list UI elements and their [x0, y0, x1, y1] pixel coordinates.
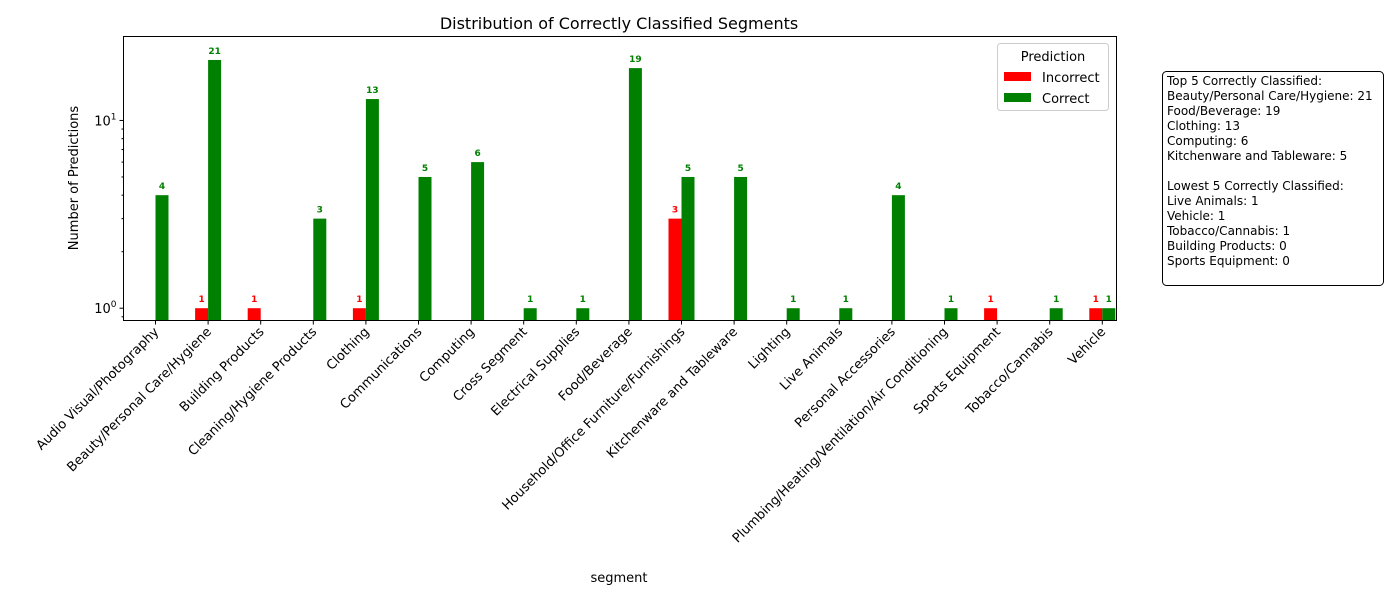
bar-correct-communications: [418, 176, 432, 321]
bar-correct-beauty-personal-care-hygiene: [208, 59, 222, 321]
summary-box: Top 5 Correctly Classified:Beauty/Person…: [1162, 71, 1384, 286]
summary-line-10: Tobacco/Cannabis: 1: [1166, 224, 1290, 238]
x-tick-label-electrical-supplies: Electrical Supplies: [488, 325, 583, 420]
bar-correct-household-office-furniture-furnishings: [681, 176, 695, 321]
data-label-incorrect-sports-equipment: 1: [987, 295, 993, 305]
legend: Prediction Incorrect Correct: [997, 43, 1109, 111]
bar-correct-lighting: [786, 308, 800, 321]
y-tick-label-1: 100: [94, 300, 117, 317]
data-label-correct-beauty-personal-care-hygiene: 21: [208, 47, 221, 57]
data-label-correct-live-animals: 1: [843, 295, 849, 305]
data-label-correct-personal-accessories: 4: [895, 182, 901, 192]
chart-title: Distribution of Correctly Classified Seg…: [440, 14, 798, 33]
summary-line-0: Top 5 Correctly Classified:: [1166, 74, 1322, 88]
bar-incorrect-household-office-furniture-furnishings: [668, 218, 682, 321]
data-label-incorrect-clothing: 1: [356, 295, 362, 305]
bar-correct-cleaning-hygiene-products: [313, 218, 327, 321]
data-label-correct-plumbing-heating-ventilation-air-conditioning: 1: [948, 295, 954, 305]
data-label-correct-kitchenware-and-tableware: 5: [737, 164, 743, 174]
bar-correct-clothing: [365, 99, 379, 321]
bar-correct-cross-segment: [523, 308, 537, 321]
y-axis-label: Number of Predictions: [67, 106, 82, 251]
data-label-correct-communications: 5: [422, 164, 428, 174]
bar-correct-plumbing-heating-ventilation-air-conditioning: [944, 308, 958, 321]
x-tick-label-household-office-furniture-furnishings: Household/Office Furniture/Furnishings: [500, 325, 689, 514]
x-tick-label-vehicle: Vehicle: [1066, 325, 1109, 368]
summary-line-9: Vehicle: 1: [1167, 209, 1225, 223]
summary-line-5: Kitchenware and Tableware: 5: [1167, 149, 1347, 163]
data-label-correct-clothing: 13: [366, 86, 379, 96]
legend-title: Prediction: [1021, 50, 1086, 65]
bar-correct-electrical-supplies: [576, 308, 590, 321]
data-label-incorrect-household-office-furniture-furnishings: 3: [672, 206, 678, 216]
bar-correct-vehicle: [1102, 308, 1116, 321]
data-label-correct-computing: 6: [474, 149, 480, 159]
data-label-correct-vehicle: 1: [1106, 295, 1112, 305]
summary-line-3: Clothing: 13: [1167, 119, 1240, 133]
data-label-incorrect-building-products: 1: [251, 295, 257, 305]
data-label-correct-tobacco-cannabis: 1: [1053, 295, 1059, 305]
summary-frame: [1162, 71, 1384, 286]
summary-line-2: Food/Beverage: 19: [1167, 104, 1280, 118]
bar-correct-food-beverage: [628, 68, 642, 321]
bar-correct-audio-visual-photography: [155, 195, 169, 321]
summary-line-11: Building Products: 0: [1167, 239, 1287, 253]
data-label-correct-cross-segment: 1: [527, 295, 533, 305]
legend-swatch-incorrect: [1004, 72, 1031, 81]
bar-correct-personal-accessories: [891, 195, 905, 321]
summary-line-4: Computing: 6: [1167, 134, 1248, 148]
summary-line-12: Sports Equipment: 0: [1167, 254, 1290, 268]
data-label-correct-food-beverage: 19: [629, 55, 642, 65]
x-tick-label-personal-accessories: Personal Accessories: [792, 325, 899, 432]
y-tick-label-10: 101: [94, 112, 116, 129]
summary-line-1: Beauty/Personal Care/Hygiene: 21: [1167, 89, 1373, 103]
data-label-correct-audio-visual-photography: 4: [159, 182, 165, 192]
bar-incorrect-clothing: [352, 308, 366, 321]
plot-frame: [123, 36, 1117, 321]
bar-incorrect-vehicle: [1089, 308, 1103, 321]
bar-incorrect-sports-equipment: [984, 308, 998, 321]
x-tick-label-sports-equipment: Sports Equipment: [911, 325, 1004, 418]
legend-swatch-correct: [1004, 93, 1031, 102]
x-tick-label-tobacco-cannabis: Tobacco/Cannabis: [963, 325, 1057, 419]
legend-label-incorrect: Incorrect: [1042, 71, 1100, 86]
bar-incorrect-beauty-personal-care-hygiene: [195, 308, 209, 321]
legend-label-correct: Correct: [1042, 92, 1089, 107]
bar-correct-computing: [471, 162, 485, 321]
x-axis-label: segment: [590, 571, 647, 586]
summary-line-8: Live Animals: 1: [1167, 194, 1259, 208]
data-label-correct-household-office-furniture-furnishings: 5: [685, 164, 691, 174]
data-label-incorrect-beauty-personal-care-hygiene: 1: [198, 295, 204, 305]
x-tick-label-clothing: Clothing: [324, 325, 373, 374]
data-label-correct-electrical-supplies: 1: [580, 295, 586, 305]
data-label-correct-cleaning-hygiene-products: 3: [317, 206, 323, 216]
bar-correct-kitchenware-and-tableware: [734, 176, 748, 321]
data-label-correct-lighting: 1: [790, 295, 796, 305]
summary-line-7: Lowest 5 Correctly Classified:: [1167, 179, 1344, 193]
bar-correct-tobacco-cannabis: [1049, 308, 1063, 321]
x-tick-label-lighting: Lighting: [746, 325, 794, 373]
data-label-incorrect-vehicle: 1: [1093, 295, 1099, 305]
bar-incorrect-building-products: [247, 308, 261, 321]
bar-correct-live-animals: [839, 308, 853, 321]
